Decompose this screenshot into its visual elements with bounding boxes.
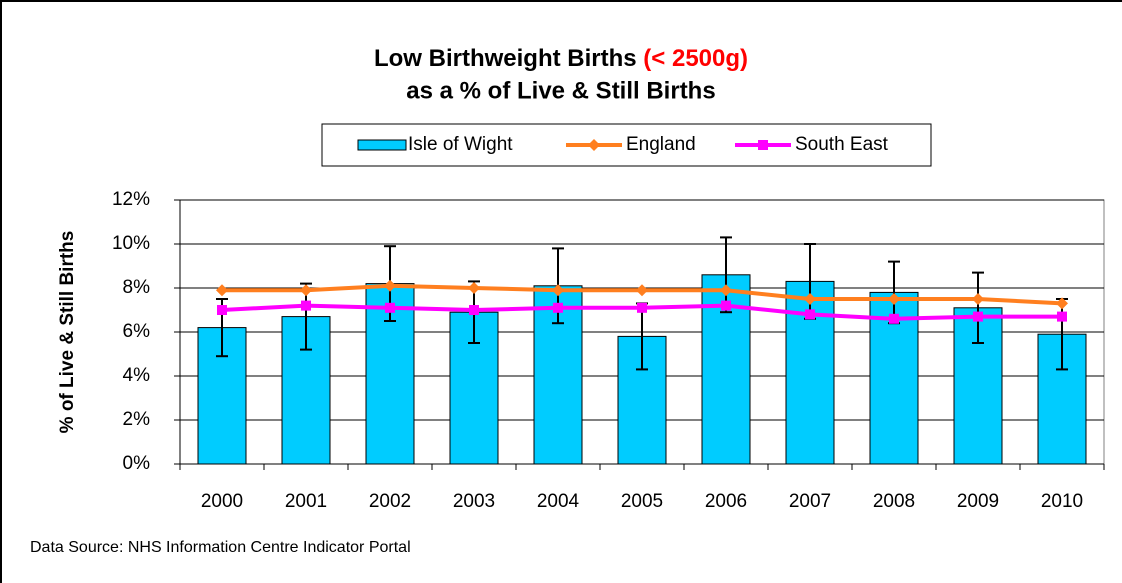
marker bbox=[721, 300, 731, 311]
marker bbox=[301, 300, 311, 311]
x-tick-label: 2005 bbox=[621, 491, 663, 512]
marker bbox=[636, 284, 648, 297]
marker bbox=[805, 309, 815, 320]
y-tick-label: 12% bbox=[112, 189, 150, 210]
x-tick-label: 2007 bbox=[789, 491, 831, 512]
legend-swatch bbox=[357, 139, 407, 151]
marker bbox=[637, 302, 647, 313]
legend-label: Isle of Wight bbox=[408, 134, 513, 155]
chart-subtitle: as a % of Live & Still Births bbox=[406, 77, 715, 104]
marker bbox=[468, 282, 480, 294]
marker bbox=[588, 139, 600, 151]
source-note: Data Source: NHS Information Centre Indi… bbox=[30, 539, 411, 556]
y-tick-label: 4% bbox=[123, 365, 151, 386]
x-tick-label: 2008 bbox=[873, 491, 915, 512]
y-tick-label: 6% bbox=[123, 321, 151, 342]
title-highlight: (< 2500g) bbox=[643, 45, 748, 72]
marker bbox=[384, 279, 396, 292]
y-tick-label: 2% bbox=[123, 409, 151, 430]
x-tick-label: 2004 bbox=[537, 491, 580, 512]
marker bbox=[889, 313, 899, 324]
x-tick-label: 2001 bbox=[285, 491, 327, 512]
marker bbox=[1056, 297, 1068, 310]
y-tick-label: 0% bbox=[123, 453, 151, 474]
marker bbox=[217, 305, 227, 315]
x-tick-label: 2010 bbox=[1041, 491, 1083, 512]
y-tick-label: 8% bbox=[123, 277, 151, 298]
x-tick-label: 2003 bbox=[453, 491, 495, 512]
marker bbox=[553, 302, 563, 313]
y-axis-label: % of Live & Still Births bbox=[57, 231, 78, 434]
x-tick-label: 2000 bbox=[201, 491, 243, 512]
legend-label: South East bbox=[795, 134, 889, 155]
x-tick-label: 2009 bbox=[957, 491, 999, 512]
marker bbox=[720, 284, 732, 297]
marker bbox=[888, 293, 900, 305]
marker bbox=[552, 284, 564, 297]
marker bbox=[385, 302, 395, 313]
marker bbox=[804, 293, 816, 305]
legend-box bbox=[321, 123, 932, 167]
marker bbox=[973, 311, 983, 322]
chart-title: Low Birthweight Births (< 2500g) bbox=[374, 45, 748, 72]
x-tick-label: 2002 bbox=[369, 491, 411, 512]
title-main: Low Birthweight Births bbox=[374, 45, 637, 72]
bar bbox=[197, 327, 247, 465]
marker bbox=[300, 284, 312, 297]
legend-label: England bbox=[626, 134, 696, 155]
x-tick-label: 2006 bbox=[705, 491, 747, 512]
marker bbox=[216, 284, 228, 297]
marker bbox=[758, 140, 768, 150]
marker bbox=[972, 293, 984, 305]
marker bbox=[1057, 311, 1067, 322]
y-tick-label: 10% bbox=[112, 233, 150, 254]
marker bbox=[469, 305, 479, 315]
